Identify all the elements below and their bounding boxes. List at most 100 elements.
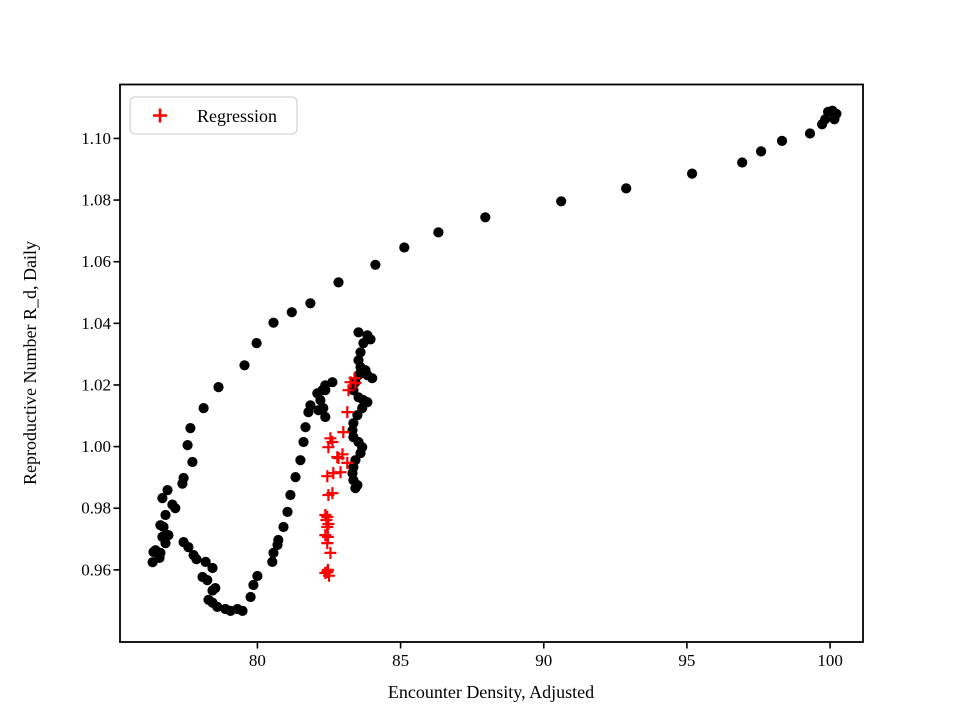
data-point — [327, 377, 338, 388]
data-point — [817, 119, 828, 130]
data-point — [182, 440, 193, 451]
data-point — [776, 135, 788, 146]
data-point — [352, 410, 363, 421]
data-point — [362, 370, 373, 381]
data-point — [268, 317, 279, 328]
y-tick-label: 1.00 — [81, 437, 111, 456]
data-point — [285, 489, 296, 501]
data-point — [213, 382, 224, 393]
data-point — [756, 146, 767, 157]
data-point — [687, 168, 698, 179]
data-point — [300, 422, 311, 433]
data-point — [177, 478, 188, 489]
x-axis-ticks: 80 85 90 95 100 — [249, 642, 843, 670]
data-point — [268, 547, 279, 559]
data-point — [237, 605, 248, 617]
data-point — [355, 347, 366, 358]
data-point — [556, 196, 567, 207]
regression-points — [319, 372, 362, 582]
regression-point — [337, 426, 350, 439]
y-axis-label: Reproductive Number R_d, Daily — [20, 241, 40, 485]
data-point — [245, 591, 256, 603]
legend-box — [129, 96, 298, 135]
legend-plus-marker-icon — [153, 108, 167, 123]
data-point — [162, 485, 173, 496]
y-tick-label: 0.96 — [81, 560, 111, 579]
data-point — [147, 557, 158, 568]
data-point — [202, 575, 213, 586]
x-tick-label: 90 — [535, 651, 552, 670]
data-point — [207, 585, 218, 596]
regression-point — [324, 546, 337, 559]
data-point — [158, 521, 169, 533]
data-point — [286, 307, 297, 318]
y-tick-label: 1.08 — [81, 191, 111, 210]
y-tick-label: 1.06 — [81, 252, 111, 271]
legend: Regression — [129, 96, 298, 135]
data-point — [282, 506, 293, 517]
y-tick-label: 0.98 — [81, 499, 111, 518]
data-point — [358, 338, 369, 349]
data-point — [248, 579, 259, 591]
data-point — [252, 570, 263, 582]
regression-point — [322, 441, 335, 454]
data-point — [157, 493, 168, 504]
data-point — [315, 395, 326, 406]
data-point — [370, 259, 381, 270]
data-point — [170, 503, 181, 514]
data-point — [320, 385, 331, 396]
data-point — [191, 554, 202, 565]
data-point — [267, 556, 278, 568]
y-tick-label: 1.02 — [81, 375, 111, 394]
data-point — [829, 114, 840, 125]
data-point — [621, 183, 632, 194]
data-point — [160, 509, 171, 521]
trajectory-points — [147, 105, 842, 617]
data-point — [318, 403, 329, 414]
data-point — [198, 403, 209, 414]
data-point — [239, 360, 250, 371]
data-point — [183, 542, 194, 553]
data-point — [433, 227, 444, 238]
y-axis-ticks: 0.96 0.98 1.00 1.02 1.04 1.06 1.08 1.10 — [81, 129, 120, 579]
data-point — [273, 534, 284, 546]
data-point — [160, 538, 171, 549]
y-tick-label: 1.04 — [81, 314, 111, 333]
data-point — [399, 242, 410, 253]
x-tick-label: 80 — [249, 651, 266, 670]
data-point — [278, 521, 289, 533]
x-tick-label: 100 — [817, 651, 843, 670]
data-point — [320, 411, 331, 423]
data-point — [298, 436, 309, 448]
legend-entry-label: Regression — [197, 106, 277, 126]
data-point — [305, 400, 316, 411]
data-point — [212, 601, 223, 613]
data-point — [353, 327, 364, 338]
regression-point — [349, 377, 362, 390]
data-point — [480, 212, 491, 223]
data-point — [295, 455, 306, 466]
x-tick-label: 95 — [678, 651, 695, 670]
x-axis-label: Encounter Density, Adjusted — [388, 682, 594, 702]
data-point — [200, 556, 211, 568]
regression-point — [321, 470, 334, 483]
regression-point — [341, 406, 354, 419]
data-point — [185, 423, 196, 434]
data-point — [207, 562, 218, 574]
regression-point — [331, 451, 344, 464]
x-tick-label: 85 — [392, 651, 409, 670]
data-point — [350, 483, 361, 494]
regression-point — [342, 384, 355, 397]
data-point — [355, 448, 366, 459]
data-point — [305, 298, 316, 309]
data-point — [290, 472, 301, 483]
data-point — [737, 157, 748, 168]
plot-area-frame — [119, 83, 864, 643]
regression-point — [341, 456, 354, 469]
regression-point — [321, 563, 334, 576]
data-point — [187, 456, 198, 468]
regression-point — [322, 489, 335, 501]
regression-point — [321, 537, 334, 550]
